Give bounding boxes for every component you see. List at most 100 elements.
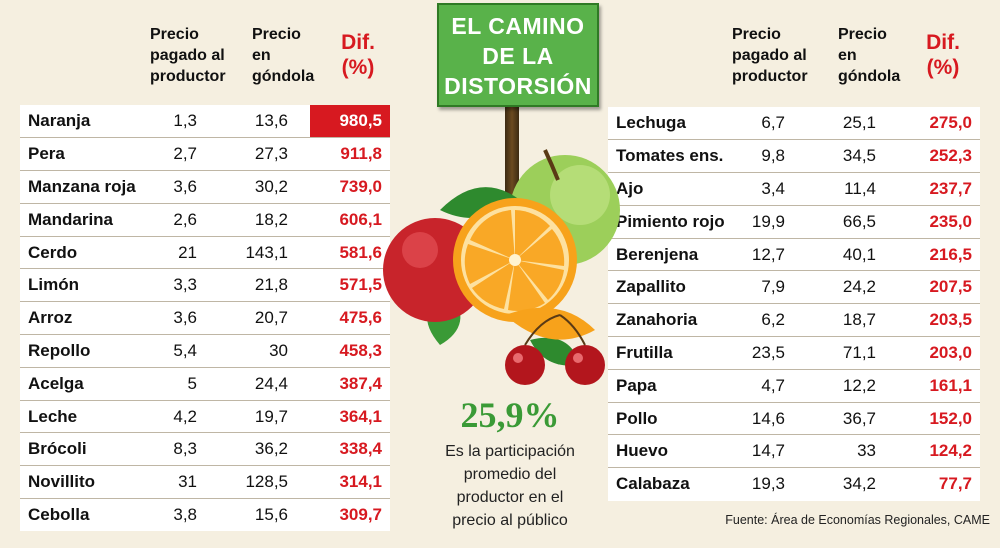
producer-price: 31 [178,472,197,492]
title-sign: EL CAMINO DE LA DISTORSIÓN [437,3,599,107]
producer-price: 21 [178,242,197,262]
shelf-price: 33 [857,441,876,461]
product-name: Papa [616,375,657,395]
header-line: góndola [252,68,315,85]
producer-price: 7,9 [761,277,785,297]
left-header-precio-gondola: Precio en góndola [252,24,314,87]
product-name: Cerdo [28,242,78,262]
table-row: Limón 3,3 21,8 571,5 [20,269,390,302]
table-row: Tomates ens. 9,8 34,5 252,3 [608,140,980,173]
product-name: Frutilla [616,342,673,362]
shelf-price: 36,7 [842,408,876,428]
shelf-price: 40,1 [842,244,876,264]
product-name: Pollo [616,408,658,428]
price-difference: 203,0 [929,342,972,362]
shelf-price: 15,6 [254,505,288,525]
header-line: pagado al [732,47,807,64]
table-row: Acelga 5 24,4 387,4 [20,367,390,401]
shelf-price: 27,3 [254,144,288,164]
table-row: Pimiento rojo 19,9 66,5 235,0 [608,205,980,239]
header-line: productor [150,68,226,85]
price-difference: 581,6 [339,242,382,262]
header-line: Precio [732,26,781,43]
price-difference: 275,0 [929,113,972,133]
producer-price: 3,3 [173,275,197,295]
participation-caption: Es la participación promedio del product… [420,440,600,532]
producer-price: 2,7 [173,144,197,164]
table-row: Naranja 1,3 13,6 980,5 [20,105,390,138]
header-line: góndola [838,68,901,85]
price-difference: 216,5 [929,244,972,264]
product-name: Limón [28,275,79,295]
price-difference: 314,1 [339,472,382,492]
right-header-dif: Dif. (%) [913,30,973,80]
product-name: Berenjena [616,244,699,264]
price-difference: 152,0 [929,408,972,428]
product-name: Naranja [28,111,91,131]
shelf-price: 18,7 [842,310,876,330]
price-difference: 571,5 [339,275,382,295]
producer-price: 3,8 [173,505,197,525]
producer-price: 19,9 [751,211,785,231]
header-line: en [838,47,857,64]
producer-price: 6,2 [761,310,785,330]
table-row: Leche 4,2 19,7 364,1 [20,400,390,433]
price-difference: 911,8 [340,144,382,164]
header-line: Dif. [341,31,375,54]
header-line: Precio [838,26,887,43]
shelf-price: 66,5 [842,211,876,231]
product-name: Arroz [28,308,73,328]
shelf-price: 30 [269,340,288,360]
product-name: Ajo [616,178,644,198]
table-row: Pera 2,7 27,3 911,8 [20,138,390,171]
shelf-price: 21,8 [254,275,288,295]
table-row: Frutilla 23,5 71,1 203,0 [608,337,980,370]
product-name: Leche [28,406,78,426]
product-name: Brócoli [28,439,87,459]
sign-post [505,100,519,210]
producer-price: 1,3 [173,111,197,131]
producer-price: 4,2 [173,406,197,426]
producer-price: 3,6 [173,308,197,328]
table-row: Huevo 14,7 33 124,2 [608,435,980,468]
right-header-precio-productor: Precio pagado al productor [732,24,808,87]
right-header-precio-gondola: Precio en góndola [838,24,900,87]
sign-line: DISTORSIÓN [444,73,592,99]
table-row: Calabaza 19,3 34,2 77,7 [608,468,980,501]
producer-price: 14,7 [751,441,785,461]
producer-price: 5,4 [173,340,197,360]
caption-line: promedio del [463,466,557,483]
price-difference: 980,5 [310,105,390,138]
shelf-price: 143,1 [245,242,288,262]
price-difference: 387,4 [339,373,382,393]
table-row: Zanahoria 6,2 18,7 203,5 [608,304,980,337]
shelf-price: 20,7 [254,308,288,328]
header-line: (%) [341,56,375,79]
header-line: en [252,47,271,64]
table-row: Lechuga 6,7 25,1 275,0 [608,107,980,140]
table-row: Arroz 3,6 20,7 475,6 [20,302,390,335]
producer-price: 6,7 [761,113,785,133]
producer-price: 3,6 [173,176,197,196]
product-name: Calabaza [616,474,690,494]
shelf-price: 18,2 [254,209,288,229]
price-difference: 458,3 [339,340,382,360]
shelf-price: 24,4 [254,373,288,393]
price-difference: 475,6 [339,308,382,328]
table-row: Cebolla 3,8 15,6 309,7 [20,499,390,532]
shelf-price: 30,2 [254,176,288,196]
shelf-price: 34,2 [842,474,876,494]
table-row: Brócoli 8,3 36,2 338,4 [20,433,390,466]
producer-price: 8,3 [173,439,197,459]
product-name: Zanahoria [616,310,698,330]
product-name: Tomates ens. [616,146,724,166]
fruit-illustration [383,149,620,385]
sign-line: EL CAMINO [451,13,585,39]
producer-price: 9,8 [761,146,785,166]
header-line: Precio [150,26,199,43]
left-header-precio-productor: Precio pagado al productor [150,24,226,87]
price-difference: 235,0 [929,211,972,231]
shelf-price: 128,5 [245,472,288,492]
price-difference: 606,1 [339,209,382,229]
shelf-price: 13,6 [254,111,288,131]
